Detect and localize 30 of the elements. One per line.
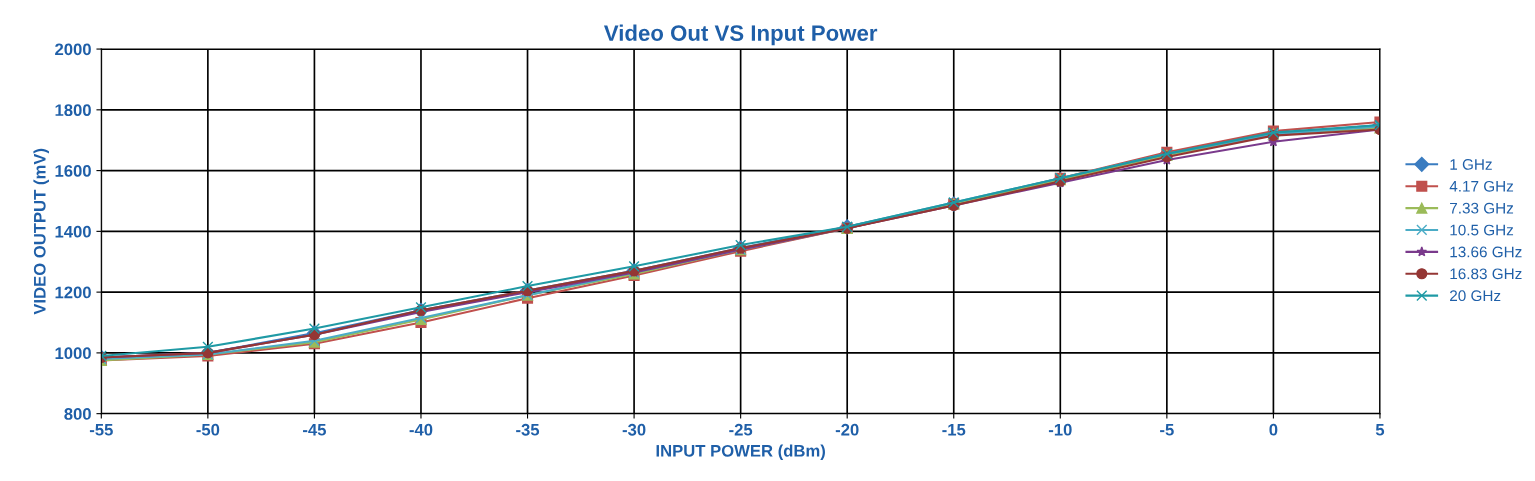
legend-label: 13.66 GHz <box>1450 246 1522 258</box>
x-tick-label: -15 <box>942 423 966 436</box>
y-tick-label: 1000 <box>55 347 91 360</box>
legend-label: 10.5 GHz <box>1450 224 1514 236</box>
x-tick-label: -5 <box>1160 423 1174 436</box>
x-tick-label: -20 <box>835 423 859 436</box>
legend-label: 20 GHz <box>1450 290 1501 302</box>
x-tick-label: -25 <box>729 423 753 436</box>
legend-label: 1 GHz <box>1450 159 1492 170</box>
x-tick-label: -10 <box>1048 423 1072 436</box>
legend-label: 16.83 GHz <box>1450 268 1522 280</box>
legend-label: 4.17 GHz <box>1449 180 1514 192</box>
y-tick-label: 1400 <box>55 225 91 238</box>
x-tick-label: 0 <box>1269 423 1278 436</box>
y-tick-label: 1200 <box>55 286 91 299</box>
y-tick-label: 1600 <box>55 165 91 177</box>
x-tick-label: -40 <box>409 423 433 436</box>
y-tick-label: 1800 <box>55 104 91 117</box>
y-axis-title: VIDEO OUTPUT (mV) <box>33 148 49 315</box>
legend-label: 7.33 GHz <box>1450 202 1514 214</box>
x-tick-label: 5 <box>1375 423 1385 436</box>
y-tick-label: 800 <box>64 408 91 420</box>
x-tick-label: -50 <box>196 423 220 436</box>
x-tick-label: -55 <box>89 423 113 436</box>
x-tick-label: -35 <box>516 423 540 436</box>
y-tick-label: 2000 <box>55 43 91 56</box>
chart-title: Video Out VS Input Power <box>603 24 878 46</box>
x-tick-label: -30 <box>622 423 646 436</box>
x-tick-label: -45 <box>303 423 326 436</box>
x-axis-title: INPUT POWER (dBm) <box>656 444 825 461</box>
